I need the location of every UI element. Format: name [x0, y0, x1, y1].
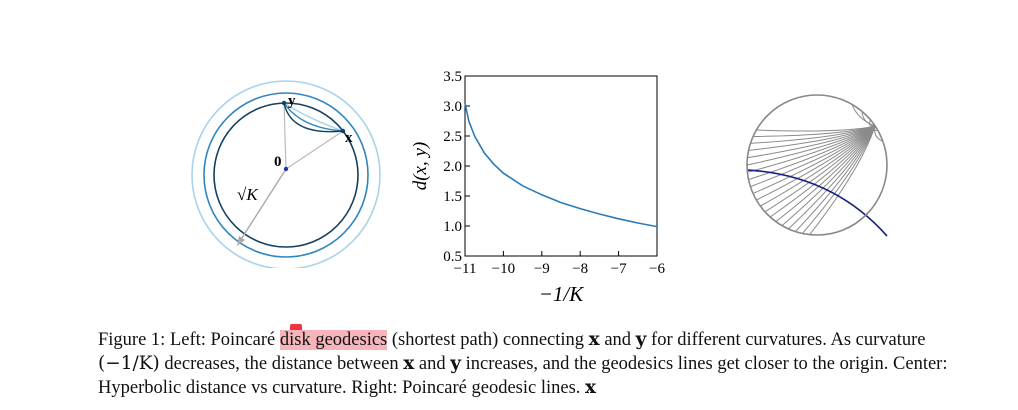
geodesic-light [283, 102, 344, 132]
x-tick-label: −6 [649, 261, 665, 277]
highlighted-geodesic [746, 169, 888, 237]
y-axis-ticks: 0.5 1.0 1.5 2.0 2.5 3.0 3.5 [443, 69, 470, 265]
figure-caption: Figure 1: Left: Poincaré disk geodesics … [98, 328, 988, 400]
center-figure-distance-chart: 0.5 1.0 1.5 2.0 2.5 3.0 3.5 −11 −10 −9 −8 −7 −6 d(x… [400, 62, 690, 312]
geodesic-line [802, 125, 876, 234]
highlighted-text[interactable]: disk geodesics [279, 330, 388, 350]
geodesic-medium [283, 102, 344, 132]
y-tick-label: 3.5 [443, 69, 462, 85]
right-disk-boundary [746, 94, 888, 236]
geodesic-line [872, 125, 878, 131]
connector-origin-x [285, 130, 344, 170]
label-x: x [345, 130, 353, 146]
y-axis-label: d(x, y) [410, 142, 431, 191]
connector-origin-y [283, 102, 287, 170]
caption-line-2: (−1/K) decreases, the distance between x… [98, 352, 988, 376]
left-figure-poincare-disks: y x 0 √K [185, 78, 385, 270]
caption-text: Hyperbolic distance vs curvature. Right:… [98, 378, 586, 398]
label-origin: 0 [274, 154, 282, 170]
math-y: y [450, 353, 461, 374]
y-tick-label: 1.0 [443, 219, 462, 235]
radius-arrow-line [239, 168, 287, 242]
math-x: x [585, 377, 597, 398]
y-tick-label: 1.5 [443, 189, 462, 205]
geodesic-line [781, 125, 876, 226]
caption-text: and [599, 330, 636, 350]
label-radius: √K [237, 185, 259, 204]
geodesic-line [775, 125, 876, 222]
x-tick-label: −8 [572, 261, 588, 277]
x-tick-label: −9 [534, 261, 550, 277]
caption-text: (shortest path) connecting [387, 330, 589, 350]
caption-text: decreases, the distance between [159, 354, 404, 374]
caption-text: Figure 1: Left: Poincaré [98, 330, 276, 350]
x-tick-label: −11 [454, 261, 477, 277]
geodesic-line [746, 125, 876, 166]
point-y [281, 100, 287, 106]
geodesic-line [874, 125, 883, 142]
y-tick-label: 2.5 [443, 129, 462, 145]
geodesic-line [795, 125, 876, 232]
caption-text: increases, and the geodesics lines get c… [460, 354, 948, 374]
x-axis-label: −1/K [539, 282, 585, 306]
geodesic-line [748, 125, 876, 151]
geodesic-line [769, 125, 876, 218]
caption-text: for different curvatures. As curvature [646, 330, 926, 350]
geodesic-line [750, 125, 876, 144]
caption-line-3: Hyperbolic distance vs curvature. Right:… [98, 376, 988, 400]
x-tick-label: −7 [611, 261, 627, 277]
radius-arrow-head [237, 236, 245, 246]
math-x: x [588, 329, 600, 350]
geodesic-line [752, 125, 876, 194]
point-origin [283, 166, 289, 172]
y-tick-label: 0.5 [443, 249, 462, 265]
geodesic-line [747, 125, 876, 159]
math-curvature: (−1/K) [98, 353, 160, 374]
math-y: y [635, 329, 647, 350]
x-axis-ticks: −11 −10 −9 −8 −7 −6 [454, 251, 665, 277]
disk-boundary-inner [213, 102, 359, 248]
math-x: x [403, 353, 415, 374]
disk-boundary-middle [203, 92, 369, 258]
chart-frame [464, 75, 658, 257]
caption-line-1: Figure 1: Left: Poincaré disk geodesics … [98, 328, 988, 352]
geodesic-line [788, 125, 876, 230]
right-figure-geodesic-lines [735, 78, 905, 253]
y-tick-label: 3.0 [443, 99, 462, 115]
geodesic-line [756, 125, 876, 201]
series-line-distance [464, 102, 658, 228]
label-y: y [288, 93, 296, 109]
geodesic-line [760, 125, 876, 207]
geodesic-line [764, 125, 876, 213]
caption-text: and [414, 354, 451, 374]
geodesic-line [851, 104, 876, 127]
geodesic-line [750, 125, 876, 188]
geodesic-dark [283, 102, 344, 133]
geodesic-line [809, 125, 876, 235]
y-tick-label: 2.0 [443, 159, 462, 175]
x-tick-label: −10 [492, 261, 515, 277]
point-x [340, 128, 346, 134]
geodesic-line [747, 125, 876, 173]
